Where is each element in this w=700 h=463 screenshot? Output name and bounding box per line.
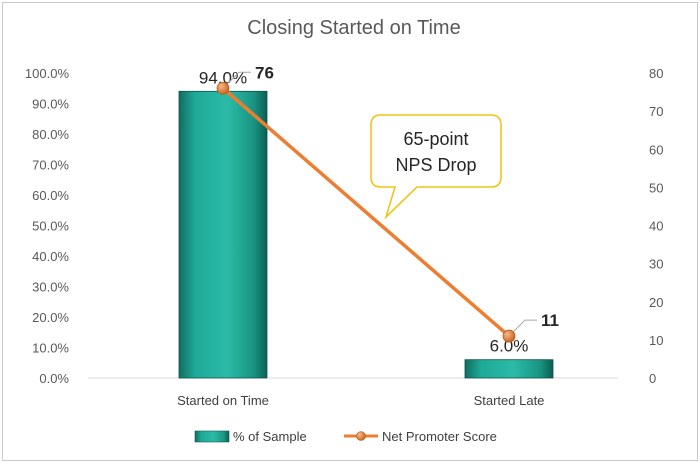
nps-line xyxy=(221,86,511,338)
callout-annotation: 65-point NPS Drop xyxy=(370,114,502,220)
left-tick-label: 10.0% xyxy=(32,341,69,356)
right-axis-ticks: 0 10 20 30 40 50 60 70 80 xyxy=(649,66,663,386)
bar xyxy=(464,359,554,379)
nps-label-leader xyxy=(226,71,251,85)
left-tick-label: 100.0% xyxy=(25,66,70,81)
legend-label-bar: % of Sample xyxy=(233,429,307,444)
left-tick-label: 30.0% xyxy=(32,280,69,295)
bar-data-label: 94.0% xyxy=(199,68,247,87)
left-tick-label: 80.0% xyxy=(32,127,69,142)
left-tick-label: 70.0% xyxy=(32,158,69,173)
nps-label-leader xyxy=(512,319,537,333)
nps-line-series: 76 11 xyxy=(216,63,559,343)
left-axis-ticks: 0.0% 10.0% 20.0% 30.0% 40.0% 50.0% 60.0% 70.0% 8… xyxy=(25,66,70,386)
left-tick-label: 40.0% xyxy=(32,249,69,264)
right-tick-label: 10 xyxy=(649,333,663,348)
left-tick-label: 20.0% xyxy=(32,310,69,325)
right-tick-label: 0 xyxy=(649,371,656,386)
bar xyxy=(178,90,268,379)
legend-label-line: Net Promoter Score xyxy=(382,429,497,444)
callout-line-2: NPS Drop xyxy=(395,155,476,175)
chart-title: Closing Started on Time xyxy=(247,17,460,39)
bar-data-label: 6.0% xyxy=(490,337,529,356)
nps-point xyxy=(216,81,230,95)
legend-swatch-bar xyxy=(194,430,230,443)
left-tick-label: 60.0% xyxy=(32,188,69,203)
left-tick-label: 50.0% xyxy=(32,219,69,234)
right-tick-label: 80 xyxy=(649,66,663,81)
legend: % of Sample Net Promoter Score xyxy=(194,429,497,444)
category-label: Started Late xyxy=(474,393,545,408)
category-labels: Started on Time Started Late xyxy=(177,393,544,408)
callout-line-1: 65-point xyxy=(403,129,468,149)
right-tick-label: 40 xyxy=(649,219,663,234)
category-label: Started on Time xyxy=(177,393,269,408)
chart-svg: Closing Started on Time 0.0% 10.0% 20.0% 30… xyxy=(25,17,664,444)
right-tick-label: 70 xyxy=(649,104,663,119)
right-tick-label: 50 xyxy=(649,180,663,195)
nps-data-label: 76 xyxy=(255,63,274,82)
bar-series: 94.0% 6.0% xyxy=(178,68,554,379)
legend-swatch-dot xyxy=(356,431,366,441)
right-tick-label: 60 xyxy=(649,142,663,157)
right-tick-label: 20 xyxy=(649,295,663,310)
left-tick-label: 90.0% xyxy=(32,97,69,112)
callout-bubble xyxy=(370,114,502,220)
right-tick-label: 30 xyxy=(649,257,663,272)
nps-data-label: 11 xyxy=(541,311,559,330)
left-tick-label: 0.0% xyxy=(39,371,69,386)
nps-point xyxy=(502,329,516,343)
